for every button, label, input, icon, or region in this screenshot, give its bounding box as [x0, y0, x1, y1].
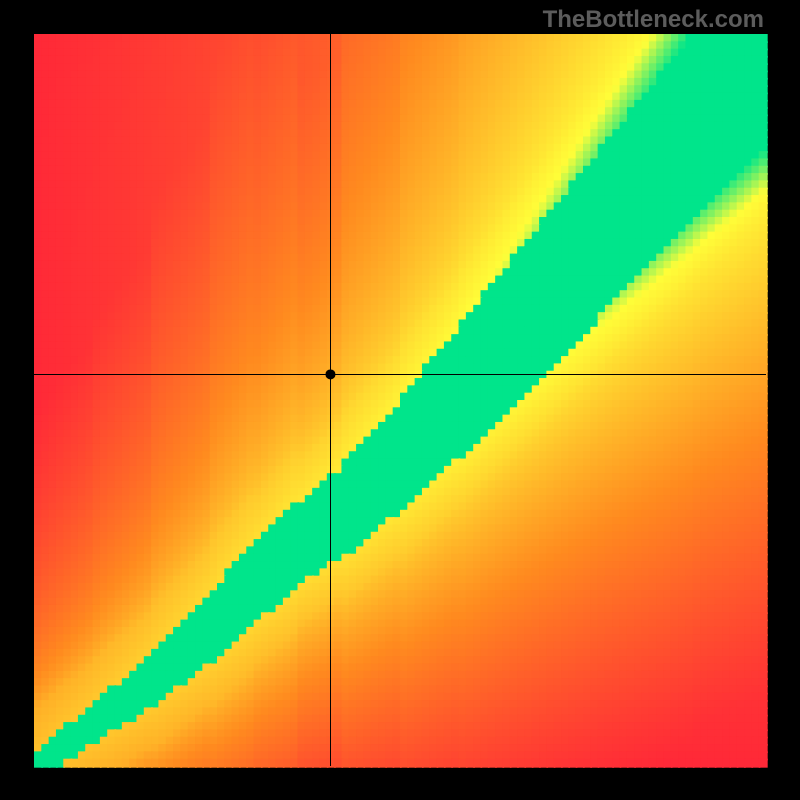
watermark-text: TheBottleneck.com	[543, 6, 764, 34]
bottleneck-heatmap	[0, 0, 800, 800]
chart-container: TheBottleneck.com	[0, 0, 800, 800]
